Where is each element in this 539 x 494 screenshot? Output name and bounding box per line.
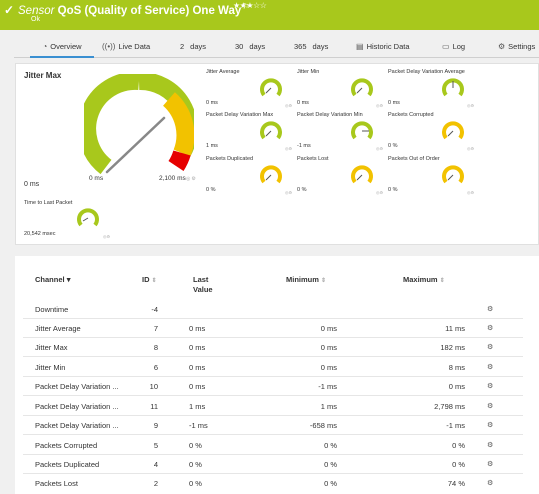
gauge-red-arc xyxy=(168,150,191,171)
tab-historic-data[interactable]: ▤ Historic Data xyxy=(356,42,410,51)
mini-gauge xyxy=(77,208,99,227)
flag-icon[interactable]: ⚐ xyxy=(242,2,250,11)
col-header-maximum[interactable]: Maximum ⇕ xyxy=(403,275,445,284)
overview-icon: ◔ xyxy=(42,42,48,51)
mini-gauge xyxy=(442,165,464,184)
settings-icon: ⚙ xyxy=(498,42,506,51)
gauges-panel: Jitter Max 0 ms 2,100 ms ◎⚙ 0 ms Jitter … xyxy=(15,63,539,245)
gauge-needle xyxy=(105,116,166,174)
tab-2-days[interactable]: 2 days xyxy=(180,42,207,51)
channel-settings-icon[interactable]: ⚙ xyxy=(487,364,494,371)
gauge-time-to-last-packet[interactable]: Time to Last Packet 20,542 msec ◎⚙ xyxy=(24,200,111,239)
tab-overview[interactable]: ◔ Overview xyxy=(30,38,94,58)
channel-settings-icon[interactable]: ⚙ xyxy=(487,442,494,449)
mini-options-icon[interactable]: ◎⚙ xyxy=(467,103,475,108)
mini-gauge xyxy=(260,121,282,140)
sensor-kind: Sensor xyxy=(18,4,55,17)
mini-options-icon[interactable]: ◎⚙ xyxy=(376,190,384,195)
tab-30-days[interactable]: 30 days xyxy=(235,42,266,51)
gauge-green-arc xyxy=(84,74,140,175)
channel-settings-icon[interactable]: ⚙ xyxy=(487,383,494,390)
log-icon: ▭ xyxy=(442,42,450,51)
gauge-jitter-average[interactable]: Jitter Average 0 ms ◎⚙ xyxy=(206,69,293,108)
sort-icon: ⇕ xyxy=(321,278,327,284)
big-gauge-value: 0 ms xyxy=(24,181,40,188)
table-row[interactable]: Jitter Average 7 0 ms 0 ms 11 ms ⚙ xyxy=(23,318,523,338)
col-header-minimum[interactable]: Minimum ⇕ xyxy=(286,275,327,284)
tab-log[interactable]: ▭ Log xyxy=(442,42,466,51)
mini-options-icon[interactable]: ◎⚙ xyxy=(103,234,111,239)
channel-settings-icon[interactable]: ⚙ xyxy=(487,325,494,332)
mini-gauge xyxy=(260,165,282,184)
gauge-pdv-min[interactable]: Packet Delay Variation Min -1 ms ◎⚙ xyxy=(297,112,384,151)
mini-gauge xyxy=(442,78,464,97)
table-row[interactable]: Packets Lost 2 0 % 0 % 74 % ⚙ xyxy=(35,479,494,488)
col-header-last-value[interactable]: Last Value xyxy=(193,275,213,294)
gauge-packets-out-of-order[interactable]: Packets Out of Order 0 % ◎⚙ xyxy=(388,156,475,195)
gauge-options-icon[interactable]: ◎⚙ xyxy=(186,176,197,182)
check-icon: ✓ xyxy=(4,3,15,17)
big-gauge-max: 2,100 ms xyxy=(159,175,186,182)
tab-live-data[interactable]: ((•)) Live Data xyxy=(102,42,151,51)
mini-options-icon[interactable]: ◎⚙ xyxy=(467,146,475,151)
col-header-channel[interactable]: Channel ▾ xyxy=(35,275,71,284)
table-row[interactable]: Packets Duplicated 4 0 % 0 % 0 % ⚙ xyxy=(23,454,523,474)
priority-stars[interactable]: ★★★☆☆ xyxy=(233,1,267,10)
gauge-pdv-average[interactable]: Packet Delay Variation Average 0 ms ◎⚙ xyxy=(388,69,475,108)
big-gauge-title: Jitter Max xyxy=(24,71,62,80)
sensor-title: Sensor QoS (Quality of Service) One Way⚐ xyxy=(18,2,249,17)
gauge-pdv-max[interactable]: Packet Delay Variation Max 1 ms ◎⚙ xyxy=(206,112,293,151)
mini-options-icon[interactable]: ◎⚙ xyxy=(285,146,293,151)
table-row[interactable]: Jitter Max 8 0 ms 0 ms 182 ms ⚙ xyxy=(23,337,523,357)
live-data-icon: ((•)) xyxy=(102,42,116,51)
mini-gauge xyxy=(442,121,464,140)
sort-desc-icon: ▾ xyxy=(66,275,71,284)
sort-icon: ⇕ xyxy=(439,278,445,284)
gauge-jitter-min[interactable]: Jitter Min 0 ms ◎⚙ xyxy=(297,69,384,108)
status-text: Ok xyxy=(31,16,40,23)
gauge-packets-corrupted[interactable]: Packets Corrupted 0 % ◎⚙ xyxy=(388,112,475,151)
channel-settings-icon[interactable]: ⚙ xyxy=(487,461,494,468)
channel-settings-icon[interactable]: ⚙ xyxy=(487,306,494,313)
mini-options-icon[interactable]: ◎⚙ xyxy=(376,103,384,108)
mini-options-icon[interactable]: ◎⚙ xyxy=(285,103,293,108)
historic-data-icon: ▤ xyxy=(356,42,364,51)
table-row[interactable]: Packet Delay Variation ... 9 -1 ms -658 … xyxy=(23,415,523,435)
channel-settings-icon[interactable]: ⚙ xyxy=(487,344,494,351)
gauge-packets-lost[interactable]: Packets Lost 0 % ◎⚙ xyxy=(297,156,384,195)
mini-options-icon[interactable]: ◎⚙ xyxy=(467,190,475,195)
mini-gauge xyxy=(351,121,373,140)
table-row[interactable]: Jitter Min 6 0 ms 0 ms 8 ms ⚙ xyxy=(23,357,523,377)
sensor-header: ✓ Sensor QoS (Quality of Service) One Wa… xyxy=(0,0,539,30)
mini-gauge xyxy=(351,78,373,97)
table-row[interactable]: Packet Delay Variation ... 11 1 ms 1 ms … xyxy=(23,396,523,416)
table-row[interactable]: Downtime -4 ⚙ xyxy=(23,299,523,319)
sort-icon: ⇕ xyxy=(151,278,157,284)
mini-options-icon[interactable]: ◎⚙ xyxy=(376,146,384,151)
channel-settings-icon[interactable]: ⚙ xyxy=(487,422,494,429)
channel-settings-icon[interactable]: ⚙ xyxy=(487,403,494,410)
col-header-id[interactable]: ID ⇕ xyxy=(142,275,157,284)
table-row[interactable]: Packet Delay Variation ... 10 0 ms -1 ms… xyxy=(23,376,523,396)
tab-bar: ◔ Overview ((•)) Live Data 2 days 30 days 36… xyxy=(14,38,539,58)
channel-settings-icon[interactable]: ⚙ xyxy=(487,480,494,487)
mini-options-icon[interactable]: ◎⚙ xyxy=(285,190,293,195)
tab-365-days[interactable]: 365 days xyxy=(294,42,329,51)
tab-settings[interactable]: ⚙ Settings xyxy=(498,42,536,51)
table-row[interactable]: Packets Corrupted 5 0 % 0 % 0 % ⚙ xyxy=(23,435,523,455)
gauge-packets-duplicated[interactable]: Packets Duplicated 0 % ◎⚙ xyxy=(206,156,293,195)
sensor-name: QoS (Quality of Service) One Way xyxy=(57,4,242,17)
gauge-yellow-arc2 xyxy=(162,92,194,157)
mini-gauge xyxy=(351,165,373,184)
big-gauge-min: 0 ms xyxy=(89,175,104,182)
jitter-max-gauge[interactable] xyxy=(84,74,194,178)
mini-gauge xyxy=(260,78,282,97)
